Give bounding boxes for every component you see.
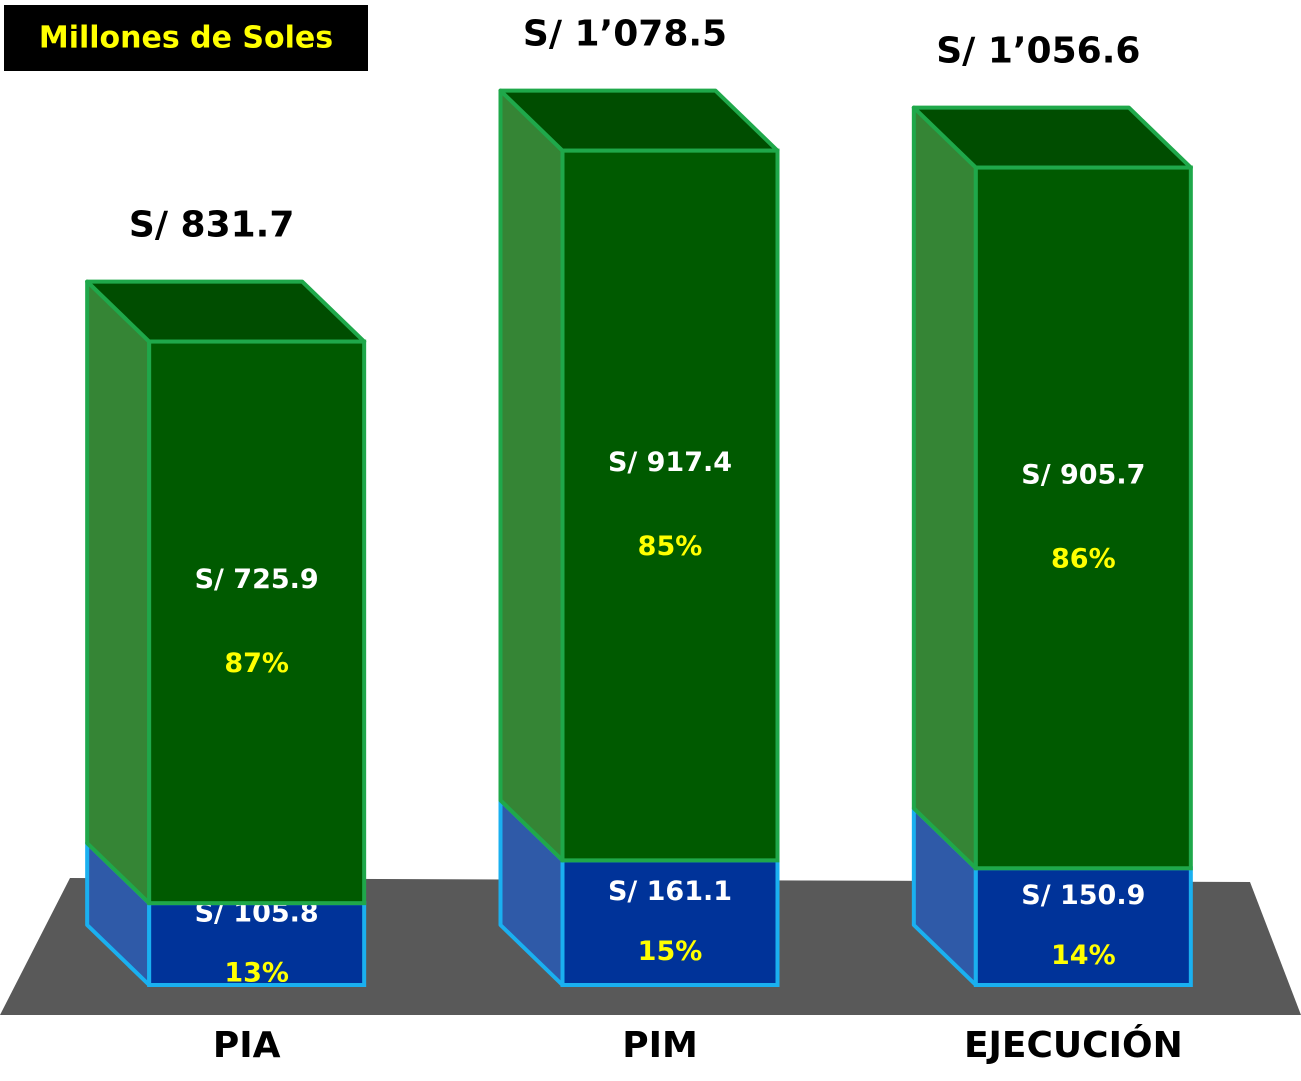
total-label: S/ 1’078.5 [523, 14, 727, 55]
bar [147, 901, 367, 988]
bar-side [911, 105, 978, 871]
share-label: 13% [224, 958, 289, 989]
bar-side [85, 279, 152, 906]
chart-title: Millones de Soles [39, 21, 333, 56]
x-tick-label: EJECUCIÓN [964, 1024, 1183, 1066]
total-label: S/ 831.7 [129, 205, 294, 246]
total-label: S/ 1’056.6 [936, 31, 1140, 72]
bar [560, 148, 780, 863]
x-tick-label: PIA [213, 1025, 281, 1066]
share-label: 85% [638, 531, 703, 562]
bar-side [498, 88, 565, 863]
bar [973, 866, 1193, 988]
bar [973, 165, 1193, 871]
share-label: 15% [638, 936, 703, 967]
x-tick-label: PIM [622, 1025, 698, 1066]
value-label: S/ 161.1 [608, 876, 732, 907]
title-box [4, 5, 368, 71]
share-label: 14% [1051, 940, 1116, 971]
share-label: 87% [224, 648, 289, 679]
value-label: S/ 150.9 [1021, 880, 1145, 911]
bar [147, 339, 367, 906]
value-label: S/ 725.9 [195, 564, 319, 595]
share-label: 86% [1051, 543, 1116, 574]
value-label: S/ 905.7 [1021, 459, 1145, 490]
value-label: S/ 917.4 [608, 447, 732, 478]
